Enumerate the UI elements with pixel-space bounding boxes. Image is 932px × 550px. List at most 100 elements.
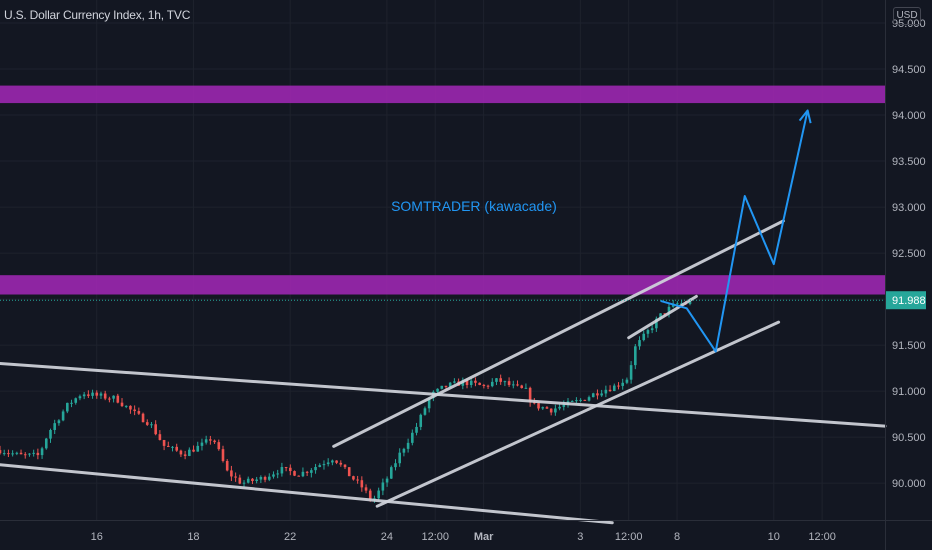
candle-body: [200, 442, 204, 446]
candle-body: [145, 422, 149, 425]
candle-body: [91, 392, 94, 396]
candle-body: [503, 381, 507, 383]
candle-body: [465, 380, 469, 385]
candle-body: [659, 313, 662, 319]
time-axis-label: Mar: [474, 531, 494, 543]
candle-body: [596, 393, 599, 396]
candle-body: [570, 400, 574, 402]
candle-body: [512, 384, 515, 386]
candle-body: [246, 478, 250, 483]
candle-body: [188, 449, 191, 456]
candle-body: [129, 405, 132, 410]
candle-body: [406, 442, 410, 449]
candle-body: [255, 479, 258, 481]
candle-body: [19, 452, 23, 455]
price-axis-label: 90.500: [892, 432, 926, 444]
candle-body: [234, 476, 237, 478]
candle-body: [486, 385, 490, 387]
candle-body: [389, 467, 393, 479]
price-axis-label: 94.000: [892, 110, 926, 122]
price-axis-label: 94.500: [892, 64, 926, 76]
candle-body: [221, 449, 225, 461]
projection-arrowhead: [798, 109, 812, 124]
candle-body: [621, 382, 624, 386]
candle-body: [558, 406, 561, 409]
candle-body: [478, 382, 481, 385]
price-axis-label: 93.500: [892, 156, 926, 168]
last-price-tag: [886, 291, 926, 310]
candle-body: [398, 452, 402, 464]
candle-body: [57, 420, 61, 424]
candle-body: [453, 381, 456, 383]
time-axis-label: 12:00: [615, 531, 643, 543]
candle-body: [537, 403, 540, 409]
time-axis-label: 12:00: [808, 531, 836, 543]
time-axis-label: 16: [91, 531, 103, 543]
candle-body: [326, 462, 330, 465]
candle-body: [381, 482, 385, 491]
candle-body: [120, 402, 124, 407]
candle-body: [116, 395, 120, 403]
candle-body: [78, 396, 82, 399]
candle-body: [263, 476, 267, 480]
candle-body: [638, 340, 641, 347]
candle-body: [40, 448, 44, 456]
candle-body: [192, 449, 195, 452]
candle-body: [583, 399, 587, 401]
candle-body: [28, 453, 31, 455]
candle-body: [562, 404, 566, 407]
candle-body: [217, 442, 221, 450]
trend-channel-line[interactable]: [0, 362, 887, 428]
candle-body: [61, 411, 65, 421]
candle-body: [676, 303, 679, 305]
candle-body: [368, 490, 372, 500]
candle-body: [541, 407, 545, 409]
trend-channel-line[interactable]: [0, 463, 614, 525]
candle-body: [549, 408, 553, 413]
candle-body: [646, 330, 650, 334]
candle-body: [377, 490, 380, 499]
candle-body: [272, 474, 275, 477]
candle-body: [524, 387, 528, 389]
candle-body: [499, 378, 502, 382]
candle-body: [95, 392, 99, 396]
candle-body: [99, 393, 103, 396]
candle-body: [343, 464, 347, 468]
candle-body: [137, 411, 141, 414]
candle-body: [66, 402, 69, 412]
candle-body: [251, 478, 254, 481]
candle-body: [347, 467, 351, 477]
candle-body: [2, 453, 6, 455]
candle-body: [162, 439, 166, 446]
candle-body: [394, 463, 397, 468]
trend-channel-line[interactable]: [375, 320, 781, 508]
projection-path[interactable]: [660, 110, 809, 353]
candle-body: [520, 385, 524, 389]
candle-body: [15, 452, 19, 454]
currency-button[interactable]: USD: [893, 7, 921, 25]
candle-body: [310, 470, 313, 473]
candle-body: [360, 480, 364, 488]
candle-body: [213, 440, 216, 443]
candle-body: [667, 306, 671, 314]
candle-body: [238, 477, 242, 484]
chart-title: U.S. Dollar Currency Index, 1h, TVC: [4, 8, 191, 22]
price-axis-label: 93.000: [892, 202, 926, 214]
candle-body: [44, 438, 48, 449]
candle-body: [444, 385, 448, 387]
candle-body: [516, 384, 519, 386]
candle-body: [427, 397, 431, 409]
candle-body: [267, 476, 271, 480]
candle-body: [53, 423, 56, 430]
candle-body: [204, 439, 208, 443]
candle-body: [469, 380, 473, 385]
candle-body: [650, 328, 654, 331]
candle-body: [655, 318, 658, 329]
annotation-label: SOMTRADER (kawacade): [391, 198, 557, 214]
trend-channel-line[interactable]: [332, 219, 785, 448]
candle-body: [331, 460, 334, 463]
candle-body: [289, 467, 292, 472]
trend-channel-line[interactable]: [627, 294, 698, 340]
candle-body: [103, 393, 107, 399]
